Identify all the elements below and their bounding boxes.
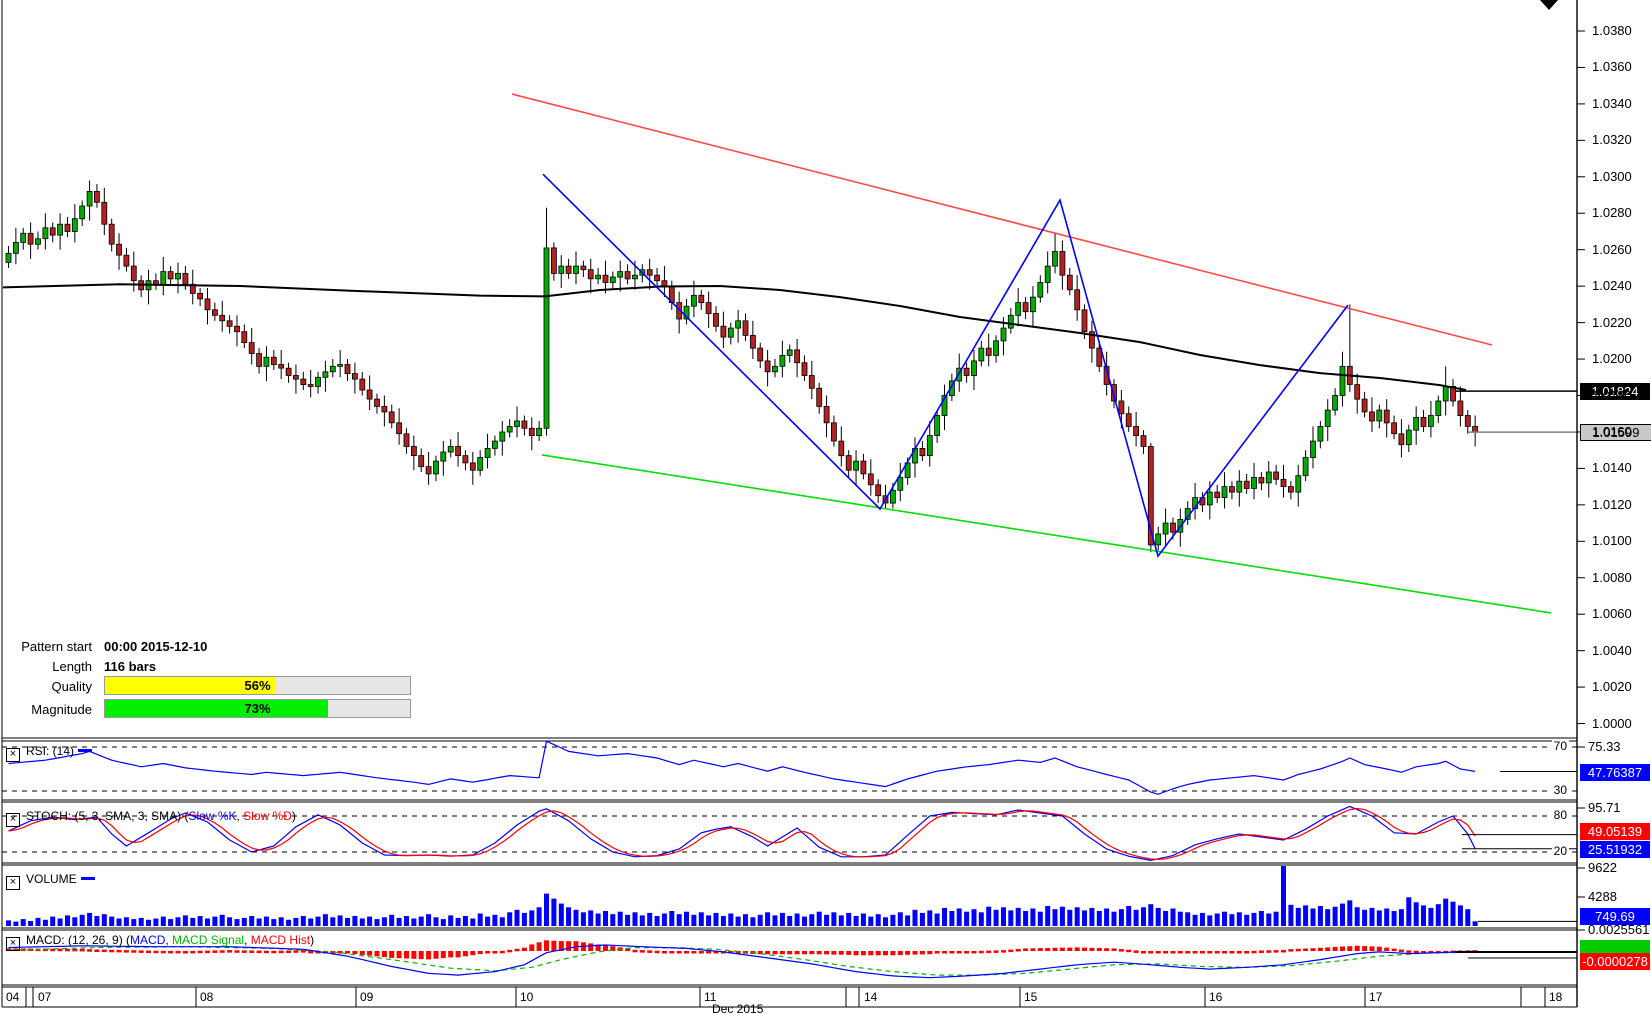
magnitude-label: Magnitude	[31, 702, 92, 717]
price-tick-label: 1.0280	[1592, 205, 1632, 221]
macd-layer	[6, 940, 1478, 979]
rsi-legend-line-icon	[78, 749, 93, 752]
price-tick-label: 1.0140	[1592, 460, 1632, 476]
price-tick-label: 1.0120	[1592, 496, 1632, 512]
length-value: 116 bars	[104, 659, 157, 674]
price-tick-label: 1.0160	[1592, 423, 1632, 439]
macd-panel-title: × MACD: (12, 26, 9) (MACD, MACD Signal, M…	[6, 933, 314, 951]
pattern-start-value: 00:00 2015-12-10	[104, 639, 208, 654]
volume-checkbox-icon[interactable]: ×	[6, 876, 20, 890]
rsi-panel-title: × RSI: (14)	[6, 744, 93, 762]
quality-percent: 56%	[244, 678, 271, 693]
macd-paren: )	[310, 933, 315, 947]
price-tick-label: 1.0380	[1592, 23, 1632, 38]
price-tick-label: 1.0020	[1592, 679, 1632, 695]
stoch-panel-title: × STOCH: (5, 3, SMA, 3, SMA) (Slow %K, Sl…	[6, 809, 296, 827]
indicator-scale-label: 95.71	[1588, 800, 1621, 815]
time-axis-label: 10	[520, 990, 534, 1004]
volume-value-box: 749.69	[1580, 908, 1650, 925]
price-tick-label: 1.0040	[1592, 642, 1632, 658]
volume-legend-line-icon	[80, 877, 95, 880]
macd-hist-label: MACD Hist	[250, 933, 311, 947]
price-tick-label: 1.0200	[1592, 351, 1632, 367]
volume-panel-title: × VOLUME	[6, 872, 95, 890]
macd-checkbox-icon[interactable]: ×	[6, 937, 20, 951]
indicator-scale-label: 75.33	[1588, 739, 1621, 754]
macd-c2: ,	[244, 933, 251, 947]
quality-meter-fill	[105, 677, 276, 694]
macd-signal-value-box	[1580, 940, 1650, 953]
time-axis-label: 17	[1369, 990, 1383, 1004]
stoch-d-value-box: 49.05139	[1580, 823, 1650, 840]
scroll-to-end-icon[interactable]	[1540, 0, 1558, 10]
quality-label: Quality	[51, 679, 92, 694]
rsi-checkbox-icon[interactable]: ×	[6, 748, 20, 762]
price-tick-label: 1.0300	[1592, 168, 1632, 184]
secondary-price-box: 1.01599	[1580, 424, 1651, 441]
stoch-lines	[8, 805, 1476, 862]
time-axis-label: 14	[864, 990, 878, 1004]
time-axis-label: 09	[360, 990, 374, 1004]
macd-signal-label: MACD Signal	[172, 933, 245, 947]
stoch-d-label: Slow %D	[243, 809, 292, 823]
price-tick-label: 1.0080	[1592, 569, 1632, 585]
pattern-start-label: Pattern start	[21, 639, 92, 654]
stoch-comma: ,	[236, 809, 244, 823]
rsi-value-box: 47.76387	[1580, 764, 1650, 781]
volume-bars	[6, 866, 1478, 926]
time-axis-label: 08	[200, 990, 214, 1004]
quality-meter: 56%	[104, 676, 411, 695]
price-tick-label: 1.0180	[1592, 387, 1632, 403]
price-tick-label: 1.0360	[1592, 59, 1632, 75]
pattern-overlay	[511, 93, 1552, 614]
indicator-scale-label: 4288	[1588, 889, 1617, 904]
time-axis-label: 07	[38, 990, 52, 1004]
rsi-line	[8, 741, 1476, 795]
price-tick-label: 1.0060	[1592, 606, 1632, 622]
rsi-level-30: 30	[1551, 783, 1569, 797]
time-axis-label: 16	[1209, 990, 1223, 1004]
stoch-checkbox-icon[interactable]: ×	[6, 813, 20, 827]
price-tick-label: 1.0000	[1592, 715, 1632, 731]
indicator-scale-label: 0.0025561	[1588, 922, 1650, 937]
macd-line-label: MACD	[130, 933, 166, 947]
ma-line	[3, 283, 1467, 391]
magnitude-percent: 73%	[244, 701, 271, 716]
macd-title-text: MACD: (12, 26, 9) (	[26, 933, 131, 947]
bid-price-box: 1.01824	[1580, 383, 1650, 400]
indicator-scale-label: 9622	[1588, 860, 1617, 875]
volume-title-text: VOLUME	[26, 872, 77, 886]
macd-hist-value-box: -0.0000278	[1580, 953, 1650, 970]
rsi-level-70: 70	[1551, 739, 1569, 753]
stoch-title-text: STOCH: (5, 3, SMA, 3, SMA) (	[26, 809, 189, 823]
stoch-k-label: Slow %K	[188, 809, 237, 823]
time-axis-label: 18	[1549, 990, 1563, 1004]
price-tick-label: 1.0220	[1592, 314, 1632, 330]
candles-layer	[5, 180, 1478, 553]
rsi-title-text: RSI: (14)	[26, 744, 75, 758]
stoch-paren: )	[291, 809, 296, 823]
price-tick-label: 1.0320	[1592, 132, 1632, 148]
price-tick-label: 1.0100	[1592, 533, 1632, 549]
time-axis-label: 04	[6, 990, 20, 1004]
time-axis-label: 11	[704, 990, 717, 1004]
price-tick-label: 1.0340	[1592, 95, 1632, 111]
macd-c1: ,	[165, 933, 173, 947]
price-tick-label: 1.0260	[1592, 241, 1632, 257]
month-label: Dec 2015	[712, 1002, 764, 1014]
magnitude-meter: 73%	[104, 699, 411, 718]
stoch-level-20: 20	[1551, 844, 1569, 858]
magnitude-meter-fill	[105, 700, 328, 717]
price-tick-label: 1.0240	[1592, 278, 1632, 294]
stoch-k-value-box: 25.51932	[1580, 841, 1650, 858]
time-axis-label: 15	[1024, 990, 1038, 1004]
length-label: Length	[52, 659, 92, 674]
stoch-level-80: 80	[1551, 808, 1569, 822]
